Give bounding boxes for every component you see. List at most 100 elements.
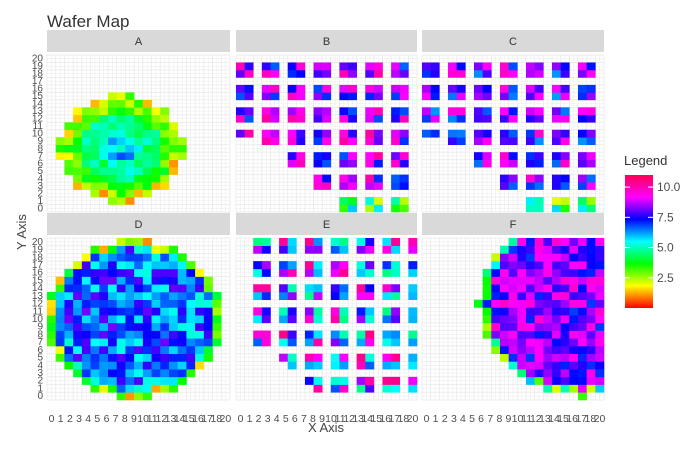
heatmap-cell [348,137,357,146]
heatmap-cell [391,129,401,138]
heatmap-cell [81,346,91,355]
heatmap-cell [534,62,544,71]
heatmap-cell [552,152,561,160]
heatmap-cell [287,268,297,277]
heatmap-cell [125,322,135,331]
heatmap-cell [365,129,375,138]
heatmap-cell [578,338,587,347]
heatmap-cell [534,69,544,78]
heatmap-cell [578,137,587,146]
heatmap-cell [595,253,605,262]
heatmap-cell [125,245,135,254]
heatmap-cell [560,92,570,101]
x-tick-label: 18 [398,413,410,425]
heatmap-cell [253,307,263,316]
heatmap-cell [543,268,553,277]
heatmap-cell [422,92,431,101]
heatmap-cell [212,315,222,324]
x-tick-label: 20 [220,413,232,425]
heatmap-cell [508,84,518,93]
heatmap-cell [270,84,280,93]
heatmap-cell [578,330,587,339]
heatmap-cell [500,84,509,93]
heatmap-cell [64,338,74,347]
heatmap-cell [73,346,83,355]
heatmap-cell [160,369,170,378]
heatmap-cell [169,346,179,355]
heatmap-cell [330,376,340,385]
heatmap-cell [142,292,152,301]
heatmap-cell [578,159,587,168]
heatmap-cell [151,330,161,339]
heatmap-cell [456,107,466,116]
heatmap-cell [578,204,587,213]
heatmap-cell [569,261,579,270]
heatmap-cell [279,292,289,301]
heatmap-cell [456,114,466,123]
heatmap-cell [313,353,323,362]
y-tick-label: 4 [37,360,43,371]
heatmap-cells [55,92,187,205]
heatmap-cell [534,330,544,339]
heatmap-cell [81,159,91,168]
x-tick-label: 15 [557,413,569,425]
heatmap-cell [116,330,126,339]
heatmap-cell [508,338,518,347]
heatmap-cell [142,245,152,254]
heatmap-cell [169,261,179,270]
heatmap-cell [586,84,596,93]
heatmap-cell [125,197,135,205]
heatmap-cell [339,261,349,270]
heatmap-cell [134,315,144,324]
heatmap-cell [186,268,196,277]
panel-strip [422,30,604,52]
y-tick-label: 18 [32,69,44,80]
heatmap-cell [560,338,570,347]
heatmap-cell [482,152,492,160]
heatmap-cell [534,338,544,347]
heatmap-cell [482,62,492,71]
heatmap-cell [578,69,587,78]
panel-label: F [510,219,517,231]
heatmap-cell [90,107,100,116]
heatmap-cell [134,129,144,138]
heatmap-cell [595,384,605,393]
heatmap-cell [365,261,375,270]
heatmap-cell [236,62,245,71]
heatmap-cell [339,92,349,101]
heatmap-cell [586,159,596,168]
heatmap-cell [491,315,501,324]
heatmap-cell [81,361,91,370]
heatmap-cell [560,114,570,123]
heatmap-cell [125,292,135,301]
heatmap-cell [125,129,135,138]
heatmap-cell [287,292,297,301]
heatmap-cell [73,137,83,146]
heatmap-cell [116,253,126,262]
heatmap-cell [408,261,418,270]
heatmap-cell [287,84,297,93]
y-tick-label: 12 [32,299,44,310]
heatmap-cell [142,152,152,160]
heatmap-cell [108,129,118,138]
heatmap-cell [543,245,553,254]
panel-label: B [323,36,330,48]
heatmap-cell [569,315,579,324]
heatmap-cell [116,307,126,316]
heatmap-cell [313,137,323,146]
heatmap-cell [169,159,179,168]
heatmap-cell [203,284,213,293]
heatmap-cell [116,99,126,108]
heatmap-cell [142,322,152,331]
heatmap-cell [142,369,152,378]
heatmap-cell [177,376,187,385]
heatmap-cell [391,152,401,160]
x-tick-label: 3 [76,413,82,425]
heatmap-cell [500,307,509,316]
heatmap-cell [569,361,579,370]
heatmap-cell [482,92,492,101]
heatmap-cell [134,299,144,308]
heatmap-cell [552,346,561,355]
heatmap-cell [160,261,170,270]
